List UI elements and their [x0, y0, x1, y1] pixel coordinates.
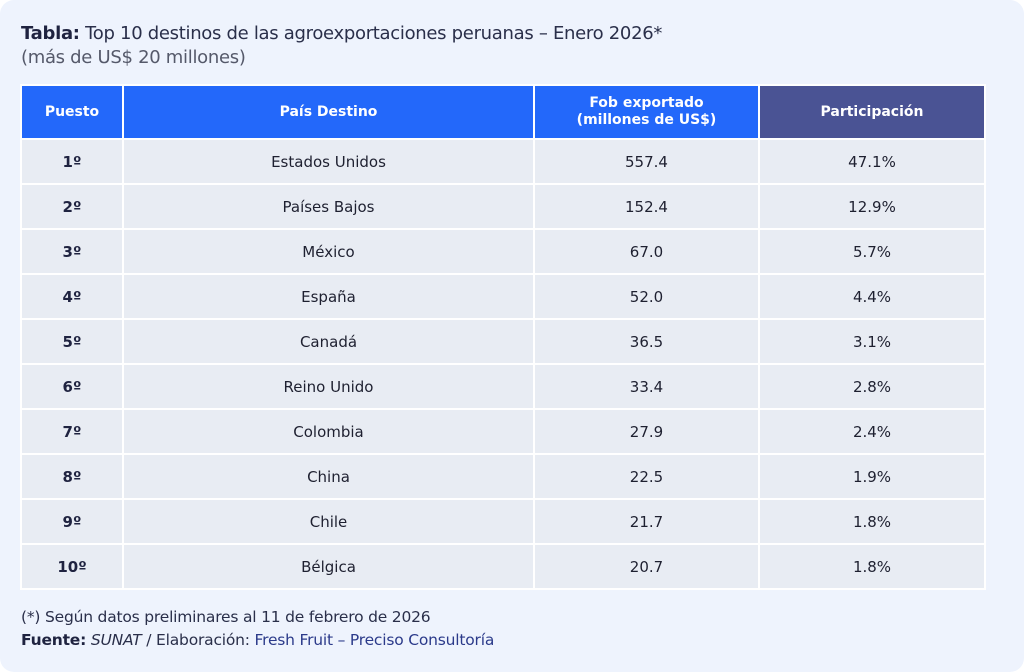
rank-cell: 3º	[20, 228, 124, 275]
country-cell: Estados Unidos	[122, 138, 535, 185]
table-row: 4º España 52.0 4.4%	[20, 273, 986, 320]
rank-cell: 1º	[20, 138, 124, 185]
source-label: Fuente:	[21, 631, 87, 649]
table-row: 5º Canadá 36.5 3.1%	[20, 318, 986, 365]
share-cell: 2.4%	[758, 408, 986, 455]
title-text: Top 10 destinos de las agroexportaciones…	[79, 23, 663, 44]
title-prefix: Tabla:	[21, 23, 80, 44]
table-row: 8º China 22.5 1.9%	[20, 453, 986, 500]
country-cell: Bélgica	[122, 543, 535, 590]
fob-cell: 52.0	[533, 273, 760, 320]
table-title: Tabla: Top 10 destinos de las agroexport…	[21, 22, 662, 46]
share-cell: 47.1%	[758, 138, 986, 185]
share-cell: 1.8%	[758, 543, 986, 590]
brand-name: Fresh Fruit – Preciso Consultoría	[254, 631, 495, 649]
fob-cell: 20.7	[533, 543, 760, 590]
table-row: 6º Reino Unido 33.4 2.8%	[20, 363, 986, 410]
table-row: 9º Chile 21.7 1.8%	[20, 498, 986, 545]
table-row: 2º Países Bajos 152.4 12.9%	[20, 183, 986, 230]
fob-cell: 36.5	[533, 318, 760, 365]
table-row: 7º Colombia 27.9 2.4%	[20, 408, 986, 455]
footnote: (*) Según datos preliminares al 11 de fe…	[21, 608, 431, 626]
destinations-table: Puesto País Destino Fob exportado (millone…	[20, 84, 986, 590]
fob-cell: 67.0	[533, 228, 760, 275]
table-subtitle: (más de US$ 20 millones)	[21, 47, 246, 68]
share-cell: 3.1%	[758, 318, 986, 365]
share-cell: 5.7%	[758, 228, 986, 275]
fob-cell: 33.4	[533, 363, 760, 410]
country-cell: China	[122, 453, 535, 500]
rank-cell: 2º	[20, 183, 124, 230]
share-cell: 2.8%	[758, 363, 986, 410]
source-line: Fuente: SUNAT / Elaboración: Fresh Fruit…	[21, 631, 494, 649]
fob-cell: 557.4	[533, 138, 760, 185]
fob-cell: 152.4	[533, 183, 760, 230]
table-row: 3º México 67.0 5.7%	[20, 228, 986, 275]
rank-cell: 10º	[20, 543, 124, 590]
header-share: Participación	[758, 84, 986, 140]
header-country: País Destino	[122, 84, 535, 140]
source-name: SUNAT	[86, 631, 142, 649]
table-row: 10º Bélgica 20.7 1.8%	[20, 543, 986, 590]
share-cell: 1.8%	[758, 498, 986, 545]
rank-cell: 9º	[20, 498, 124, 545]
country-cell: México	[122, 228, 535, 275]
country-cell: España	[122, 273, 535, 320]
share-cell: 12.9%	[758, 183, 986, 230]
rank-cell: 5º	[20, 318, 124, 365]
country-cell: Chile	[122, 498, 535, 545]
country-cell: Reino Unido	[122, 363, 535, 410]
rank-cell: 8º	[20, 453, 124, 500]
fob-cell: 22.5	[533, 453, 760, 500]
country-cell: Países Bajos	[122, 183, 535, 230]
table-row: 1º Estados Unidos 557.4 47.1%	[20, 138, 986, 185]
share-cell: 1.9%	[758, 453, 986, 500]
header-rank: Puesto	[20, 84, 124, 140]
fob-cell: 21.7	[533, 498, 760, 545]
source-separator: / Elaboración:	[141, 631, 255, 649]
rank-cell: 6º	[20, 363, 124, 410]
header-row: Puesto País Destino Fob exportado (millone…	[20, 84, 986, 140]
country-cell: Colombia	[122, 408, 535, 455]
header-fob: Fob exportado (millones de US$)	[533, 84, 760, 140]
country-cell: Canadá	[122, 318, 535, 365]
rank-cell: 4º	[20, 273, 124, 320]
rank-cell: 7º	[20, 408, 124, 455]
share-cell: 4.4%	[758, 273, 986, 320]
fob-cell: 27.9	[533, 408, 760, 455]
